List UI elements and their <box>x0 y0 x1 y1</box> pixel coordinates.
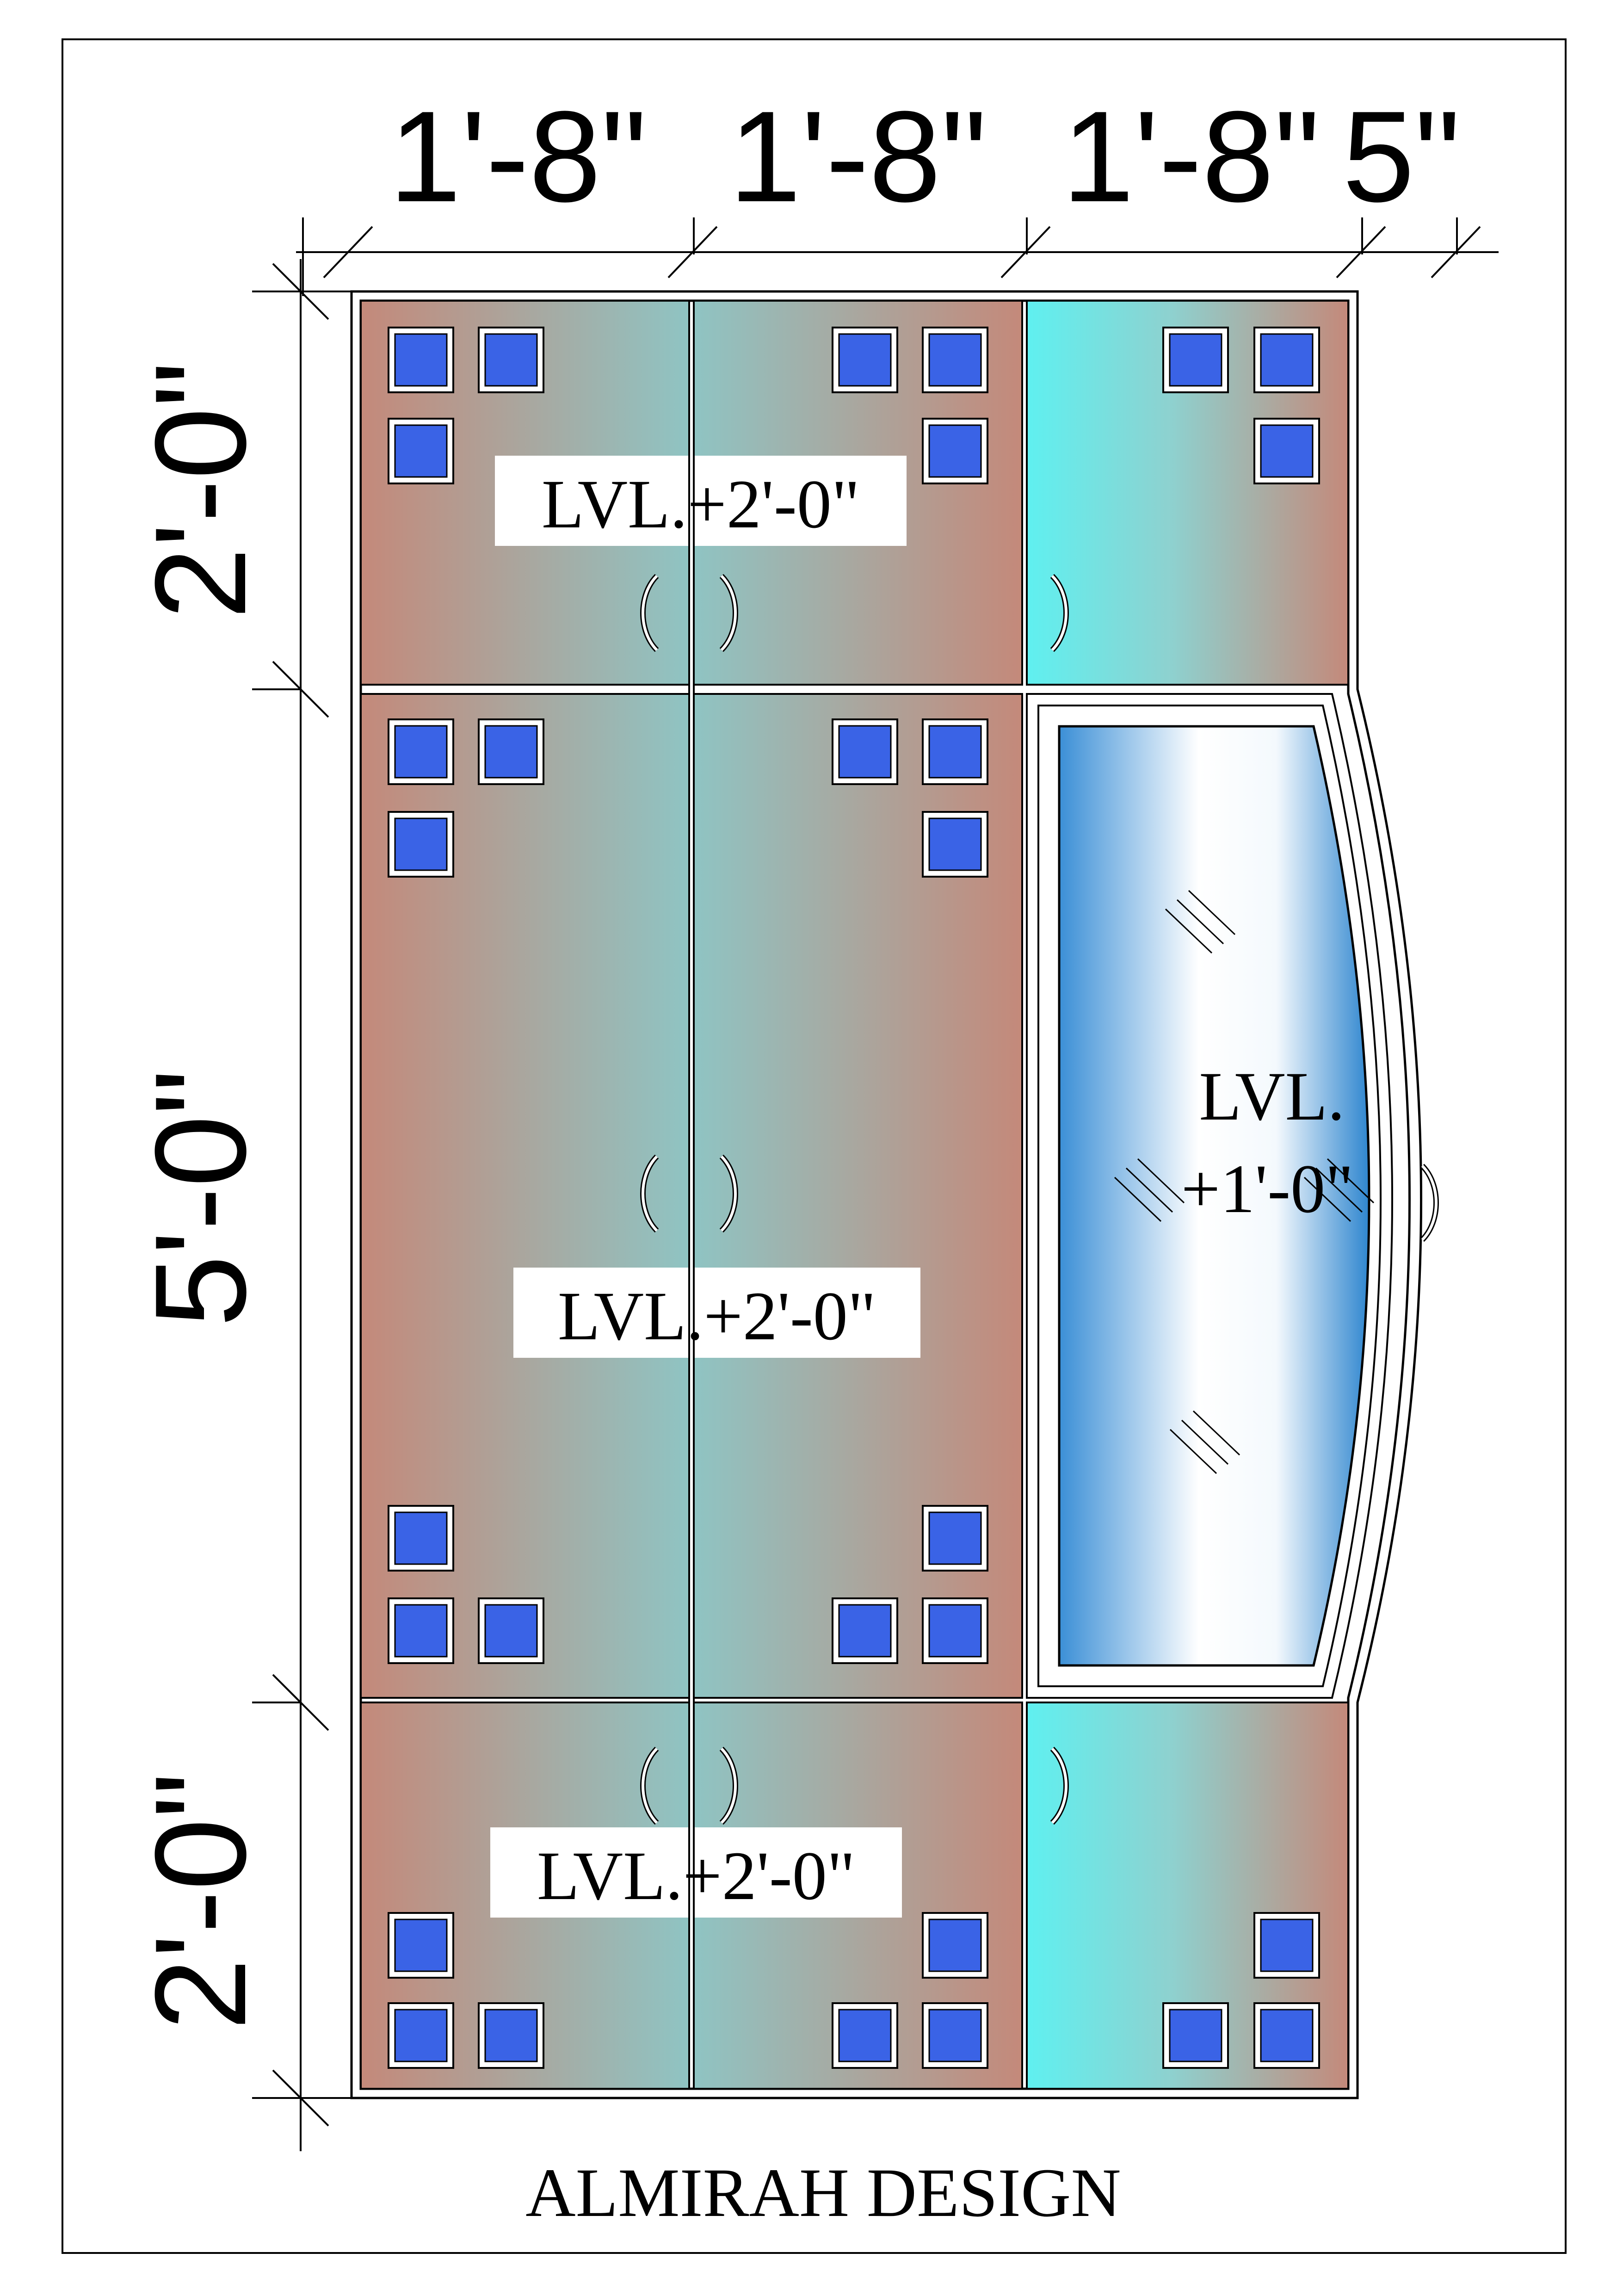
left-dimension-line <box>252 259 352 2151</box>
decor-square <box>922 1912 988 1979</box>
decor-square <box>922 327 988 393</box>
dim-top-2: 1'-8" <box>729 85 987 229</box>
drawing-title: ALMIRAH DESIGN <box>525 2154 1121 2231</box>
door-handle-icon[interactable] <box>1422 1166 1436 1240</box>
level-label-box <box>490 1827 902 1918</box>
bottom-section: LVL.+2'-0" <box>360 1702 1349 2090</box>
decor-square <box>1162 327 1229 393</box>
mirror-level-line2: +1'-0" <box>1181 1151 1354 1227</box>
decor-square <box>922 2002 988 2069</box>
decor-square <box>832 718 898 785</box>
decor-square <box>388 418 454 484</box>
dim-left-3: 2'-0" <box>129 1772 273 2030</box>
decor-square <box>832 327 898 393</box>
decor-square <box>478 1597 544 1664</box>
top-dimension-line <box>296 217 1499 296</box>
decor-square <box>1253 418 1320 484</box>
center-divider <box>688 301 695 2089</box>
decor-square <box>922 718 988 785</box>
mirror-level-line1: LVL. <box>1199 1058 1345 1135</box>
decor-square <box>832 1597 898 1664</box>
decor-square <box>922 1597 988 1664</box>
decor-square <box>1162 2002 1229 2069</box>
level-label-middle: LVL.+2'-0" <box>558 1278 876 1355</box>
page-border <box>62 38 1567 2254</box>
decor-square <box>1253 2002 1320 2069</box>
decor-square <box>388 1912 454 1979</box>
level-label-box <box>513 1268 920 1358</box>
decor-square <box>388 718 454 785</box>
decor-square <box>388 327 454 393</box>
decor-square <box>388 2002 454 2069</box>
decor-square <box>832 2002 898 2069</box>
glass-reflection-marks <box>1114 890 1375 1474</box>
dim-left-1: 2'-0" <box>129 361 273 619</box>
decor-square <box>388 1505 454 1572</box>
level-label-bottom: LVL.+2'-0" <box>537 1838 855 1914</box>
decor-square <box>478 2002 544 2069</box>
top-section: LVL.+2'-0" <box>360 300 1349 686</box>
dim-left-2: 5'-0" <box>129 1069 273 1327</box>
decor-square <box>478 327 544 393</box>
decor-square <box>478 718 544 785</box>
mirror-door: LVL. +1'-0" <box>1026 693 1436 1699</box>
decor-square <box>388 1597 454 1664</box>
decor-square <box>922 811 988 878</box>
mirror-glass <box>1058 725 1370 1667</box>
top-dimension-labels: 1'-8" 1'-8" 1'-8" 5" <box>389 85 1460 229</box>
decor-square <box>388 811 454 878</box>
decor-square <box>1253 327 1320 393</box>
middle-section: LVL.+2'-0" <box>360 693 1023 1699</box>
level-label-box <box>495 456 907 546</box>
left-dimension-labels: 2'-0" 5'-0" 2'-0" <box>129 361 273 2030</box>
decor-square <box>1253 1912 1320 1979</box>
level-label-top: LVL.+2'-0" <box>542 466 860 543</box>
decor-square <box>922 1505 988 1572</box>
decor-square <box>922 418 988 484</box>
dim-top-1: 1'-8" <box>389 85 647 229</box>
dim-top-4: 5" <box>1342 85 1460 229</box>
dim-top-3: 1'-8" <box>1062 85 1320 229</box>
